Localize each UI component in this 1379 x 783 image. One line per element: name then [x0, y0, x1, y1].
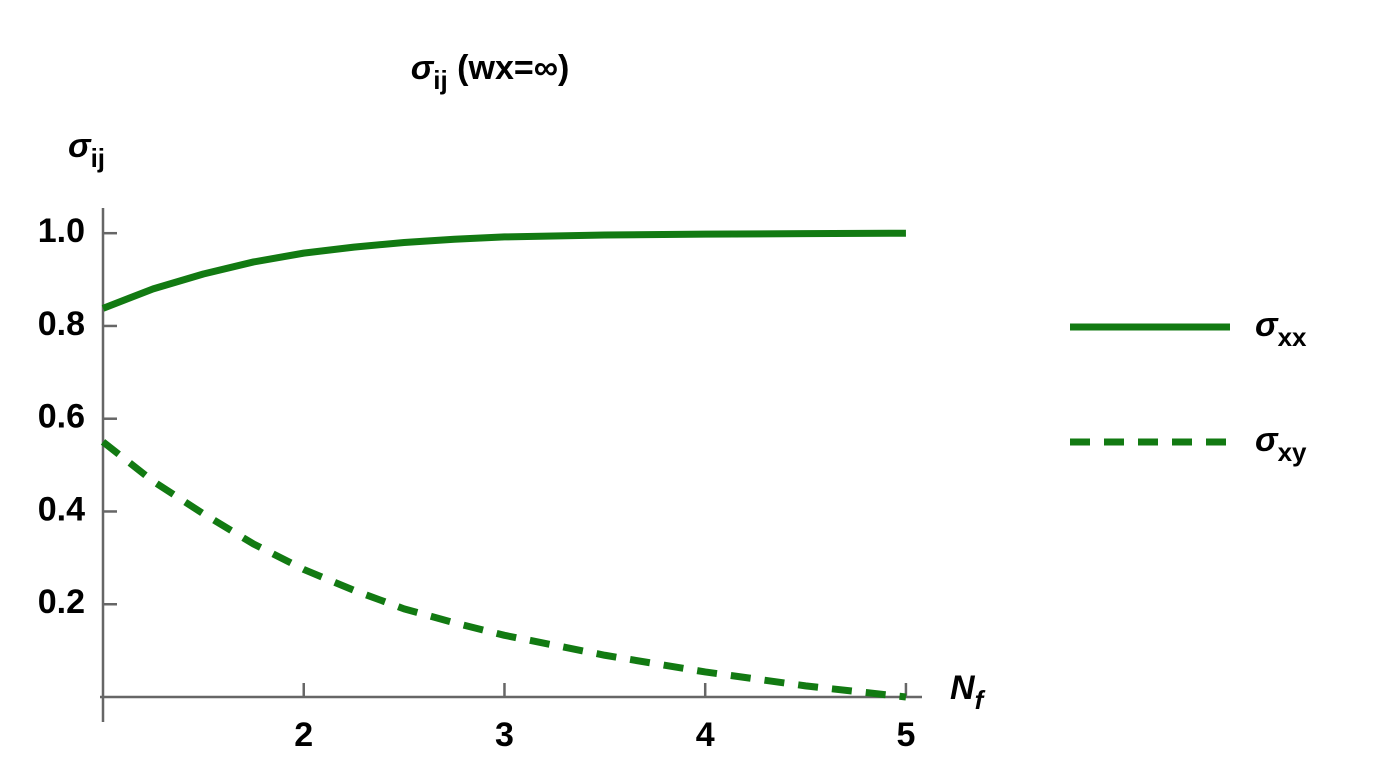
x-axis-label: Nf: [950, 669, 986, 715]
x-tick-label: 3: [495, 716, 514, 754]
series-line: [100, 439, 907, 701]
y-tick-label: 1.0: [38, 212, 85, 250]
chart-title: σij (wx=∞): [411, 49, 570, 95]
x-tick-label: 2: [294, 716, 313, 754]
y-axis-label: σij: [68, 127, 105, 173]
legend-label: σxx: [1255, 306, 1307, 352]
x-tick-label: 4: [696, 716, 715, 754]
series-line: [101, 229, 906, 312]
y-tick-label: 0.2: [38, 583, 85, 621]
legend-label: σxy: [1255, 421, 1307, 467]
y-tick-label: 0.8: [38, 305, 85, 343]
y-tick-label: 0.6: [38, 398, 85, 436]
y-tick-label: 0.4: [38, 490, 85, 528]
x-tick-label: 5: [896, 716, 915, 754]
